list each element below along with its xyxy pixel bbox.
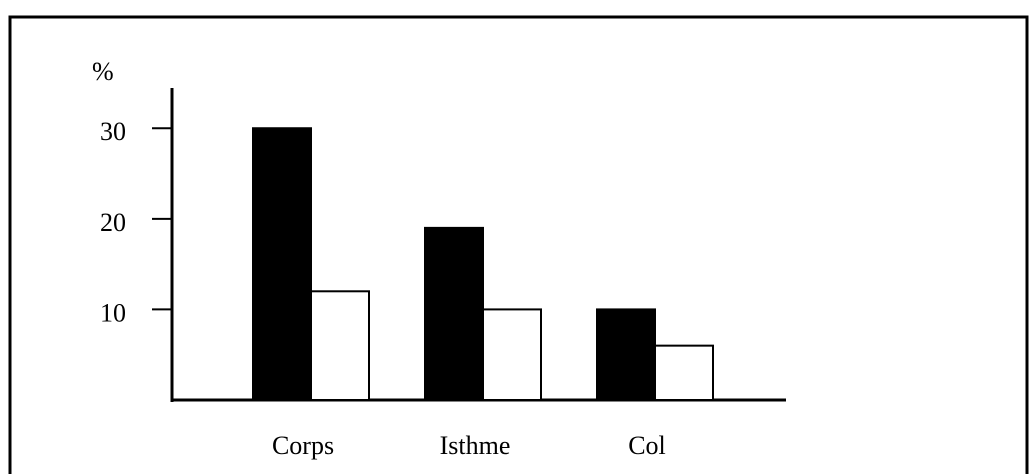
bar	[596, 308, 656, 402]
y-axis-label: %	[92, 57, 114, 86]
y-tick-label: 30	[100, 117, 126, 146]
bar	[424, 226, 484, 401]
x-tick-label: Col	[628, 431, 666, 460]
bar	[310, 290, 370, 402]
x-tick-label: Corps	[272, 431, 334, 460]
frame	[8, 15, 1029, 474]
y-tick-label: 20	[100, 208, 126, 237]
y-tick-label: 10	[100, 298, 126, 327]
bar	[482, 308, 542, 402]
bar	[252, 127, 312, 401]
bar	[654, 344, 714, 402]
x-tick-label: Isthme	[440, 431, 511, 460]
